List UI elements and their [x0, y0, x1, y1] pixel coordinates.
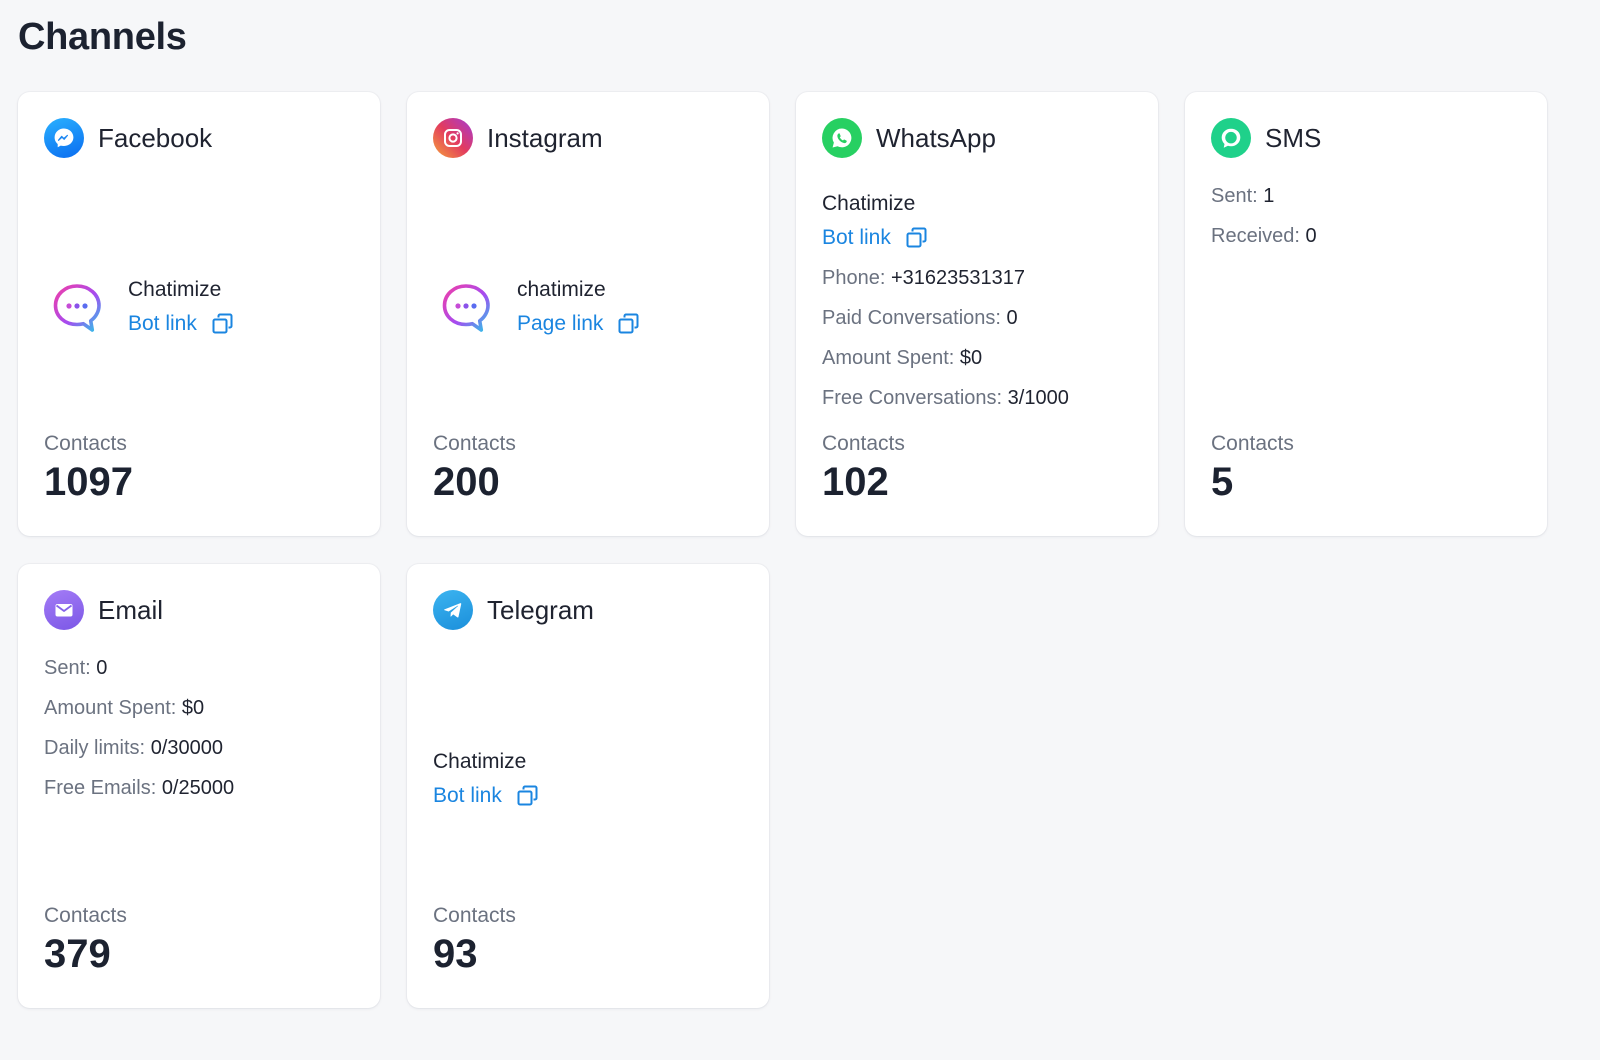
stat-sent: Sent: 1: [1211, 185, 1275, 207]
account-name: Chatimize: [433, 750, 527, 773]
card-header: WhatsApp: [822, 118, 996, 158]
contacts-label: Contacts: [44, 904, 127, 927]
page-title: Channels: [18, 16, 187, 58]
contacts-count: 1097: [44, 460, 133, 504]
chatbot-avatar-icon: [442, 284, 490, 332]
account-block: Chatimize Bot link: [50, 278, 235, 336]
account-info: Chatimize Bot link: [433, 750, 540, 808]
card-header: Email: [44, 590, 163, 630]
contacts-label: Contacts: [433, 432, 516, 455]
messenger-icon: [44, 118, 84, 158]
channel-stats: Sent: 0 Amount Spent: $0 Daily limits: 0…: [44, 648, 234, 808]
account-name: Chatimize: [822, 192, 916, 215]
whatsapp-icon: [822, 118, 862, 158]
channel-name: Facebook: [98, 122, 213, 153]
contacts-count: 200: [433, 460, 500, 504]
contacts-count: 379: [44, 932, 111, 976]
copy-icon[interactable]: [617, 312, 641, 336]
channel-card-telegram: Telegram Chatimize Bot link Contacts 93: [407, 564, 769, 1008]
contacts-label: Contacts: [433, 904, 516, 927]
contacts-count: 5: [1211, 460, 1234, 504]
channel-stats: Phone: +31623531317 Paid Conversations: …: [822, 258, 1069, 418]
contacts-label: Contacts: [44, 432, 127, 455]
channel-name: Instagram: [487, 122, 603, 153]
contacts-count: 93: [433, 932, 478, 976]
envelope-icon: [44, 590, 84, 630]
account-block: chatimize Page link: [439, 278, 641, 336]
stat-free-emails: Free Emails: 0/25000: [44, 777, 235, 799]
copy-icon[interactable]: [905, 226, 929, 250]
channel-card-email: Email Sent: 0 Amount Spent: $0 Daily lim…: [18, 564, 380, 1008]
contacts-count: 102: [822, 460, 889, 504]
sms-bubble-icon: [1211, 118, 1251, 158]
chatbot-avatar-icon: [53, 284, 101, 332]
stat-paid-conversations: Paid Conversations: 0: [822, 307, 1018, 329]
card-header: SMS: [1211, 118, 1321, 158]
channel-name: Email: [98, 594, 164, 625]
channel-stats: Sent: 1 Received: 0: [1211, 176, 1317, 256]
stat-sent: Sent: 0: [44, 657, 108, 679]
stat-amount-spent: Amount Spent: $0: [44, 697, 205, 719]
stat-received: Received: 0: [1211, 225, 1317, 247]
channel-card-facebook: Facebook Chatimize Bot link Contacts 109…: [18, 92, 380, 536]
contacts-label: Contacts: [1211, 432, 1294, 455]
instagram-icon: [433, 118, 473, 158]
bot-link[interactable]: Bot link: [433, 784, 502, 807]
account-info: Chatimize Bot link: [822, 192, 929, 250]
channel-name: WhatsApp: [876, 122, 996, 153]
stat-amount-spent: Amount Spent: $0: [822, 347, 983, 369]
channel-card-sms: SMS Sent: 1 Received: 0 Contacts 5: [1185, 92, 1547, 536]
channel-card-instagram: Instagram chatimize Page link Contacts 2…: [407, 92, 769, 536]
channel-card-whatsapp: WhatsApp Chatimize Bot link Phone: +3162…: [796, 92, 1158, 536]
bot-link[interactable]: Bot link: [128, 312, 197, 335]
copy-icon[interactable]: [211, 312, 235, 336]
stat-phone: Phone: +31623531317: [822, 267, 1025, 289]
account-name: Chatimize: [128, 278, 222, 301]
telegram-plane-icon: [433, 590, 473, 630]
card-header: Facebook: [44, 118, 212, 158]
bot-link[interactable]: Bot link: [822, 226, 891, 249]
stat-free-conversations: Free Conversations: 3/1000: [822, 387, 1069, 409]
card-header: Instagram: [433, 118, 603, 158]
page-link[interactable]: Page link: [517, 312, 604, 335]
account-name: chatimize: [517, 278, 606, 301]
channel-name: SMS: [1265, 122, 1322, 153]
channel-name: Telegram: [487, 594, 594, 625]
copy-icon[interactable]: [516, 784, 540, 808]
contacts-label: Contacts: [822, 432, 905, 455]
card-header: Telegram: [433, 590, 594, 630]
stat-daily-limits: Daily limits: 0/30000: [44, 737, 223, 759]
